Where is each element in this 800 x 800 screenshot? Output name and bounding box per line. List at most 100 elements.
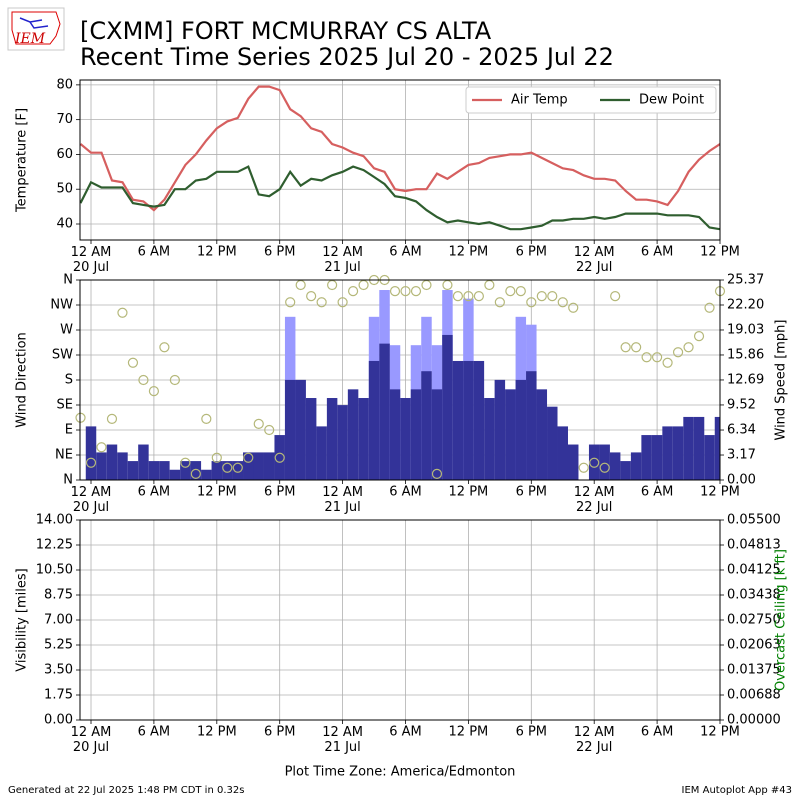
speed-bar (222, 461, 233, 480)
speed-bar (389, 389, 401, 480)
x-tick-label: 12 AM 22 Jul (574, 485, 615, 515)
speed-bar (347, 389, 359, 480)
speed-bar (620, 461, 631, 480)
x-tick-label: 6 AM (389, 725, 422, 740)
x-tick-label: 12 AM 20 Jul (71, 245, 112, 275)
footer-generated: Generated at 22 Jul 2025 1:48 PM CDT in … (8, 785, 244, 796)
y2-tick-label: 0.01375 (727, 663, 781, 678)
x-tick-label: 12 PM (197, 245, 237, 260)
y-tick-label: N (63, 273, 73, 288)
direction-point (463, 291, 474, 302)
legend-box (465, 86, 717, 114)
speed-bar (484, 398, 495, 480)
y-tick-label: 12.25 (36, 538, 73, 553)
speed-bar (599, 444, 610, 480)
speed-bar (138, 444, 149, 480)
direction-point (494, 297, 505, 308)
direction-point (264, 424, 275, 436)
direction-point (148, 386, 160, 397)
speed-bar (630, 452, 642, 480)
plot-area (80, 520, 720, 720)
direction-point (662, 357, 673, 368)
series-line (80, 85, 720, 212)
speed-bar (159, 461, 170, 480)
title: [CXMM] FORT MCMURRAY CS ALTA (80, 17, 492, 45)
speed-bar (494, 379, 506, 480)
x-tick-label: 6 AM (138, 725, 171, 740)
speed-bar (117, 452, 128, 480)
speed-bar (337, 405, 348, 480)
speed-bar (536, 389, 548, 480)
speed-bar (326, 398, 338, 480)
direction-point (358, 279, 369, 291)
speed-bar (452, 360, 464, 480)
x-axis-label: Plot Time Zone: America/Edmonton (285, 765, 516, 780)
x-tick-label: 12 PM (700, 725, 740, 740)
direction-point (243, 452, 254, 463)
x-tick-label: 6 AM (389, 245, 422, 260)
y2-tick-label: 0.02063 (727, 638, 781, 653)
y2-axis-label: Wind Speed [mph] (774, 320, 789, 441)
logo: IEM (7, 7, 65, 51)
y-tick-label: 5.25 (44, 638, 73, 653)
y2-tick-label: 0.02750 (727, 613, 781, 628)
direction-point (693, 331, 705, 342)
plot-area (80, 280, 720, 480)
speed-bar (421, 371, 432, 480)
direction-point (285, 297, 296, 308)
direction-point (117, 307, 128, 318)
x-tick-label: 6 AM (641, 485, 674, 500)
x-tick-label: 6 PM (516, 245, 547, 260)
x-tick-label: 12 AM 21 Jul (322, 245, 363, 275)
speed-bar (473, 360, 485, 480)
direction-point (410, 286, 422, 297)
speed-bar (400, 398, 411, 480)
y-tick-label: N (63, 473, 73, 488)
direction-point (610, 291, 621, 302)
y2-tick-label: 0.00 (727, 473, 756, 488)
direction-point (431, 468, 443, 479)
y-tick-label: 70 (56, 112, 73, 127)
x-tick-label: 6 AM (389, 485, 422, 500)
direction-point (159, 342, 170, 353)
direction-point (515, 286, 526, 297)
y2-tick-label: 3.17 (727, 448, 756, 463)
direction-point (526, 297, 537, 308)
x-tick-label: 12 PM (700, 245, 740, 260)
direction-point (704, 302, 715, 313)
speed-bar (148, 461, 160, 480)
speed-bar (232, 461, 244, 480)
y-tick-label: S (65, 373, 73, 388)
direction-point (127, 357, 139, 368)
y-tick-label: NE (55, 448, 73, 463)
y-tick-label: W (60, 323, 73, 338)
x-tick-label: 12 AM 20 Jul (71, 725, 112, 755)
y2-tick-label: 9.52 (727, 397, 756, 412)
y-tick-label: 0.00 (44, 713, 73, 728)
speed-bar (683, 416, 694, 480)
x-tick-label: 6 PM (516, 485, 547, 500)
direction-point (400, 286, 411, 297)
y-axis-label: Visibility [miles] (15, 568, 30, 671)
direction-point (232, 462, 243, 473)
legend-label: Dew Point (639, 93, 704, 108)
direction-point (295, 279, 306, 291)
speed-bar (609, 452, 621, 480)
speed-bar (106, 444, 118, 480)
logo-frame (7, 7, 65, 51)
axes-frame (79, 519, 721, 721)
speed-bar (693, 416, 705, 480)
y2-tick-label: 12.69 (727, 372, 764, 387)
direction-point (138, 374, 149, 386)
x-tick-label: 6 AM (641, 725, 674, 740)
direction-point (253, 418, 264, 429)
y2-tick-label: 0.00688 (727, 688, 781, 703)
logo-network (19, 17, 49, 29)
y2-tick-label: 0.04813 (727, 538, 781, 553)
direction-point (536, 291, 547, 302)
speed-bar (96, 452, 107, 480)
y2-tick-label: 22.20 (727, 297, 764, 312)
direction-point (589, 457, 600, 468)
direction-point (547, 291, 558, 302)
speed-bar (505, 389, 516, 480)
